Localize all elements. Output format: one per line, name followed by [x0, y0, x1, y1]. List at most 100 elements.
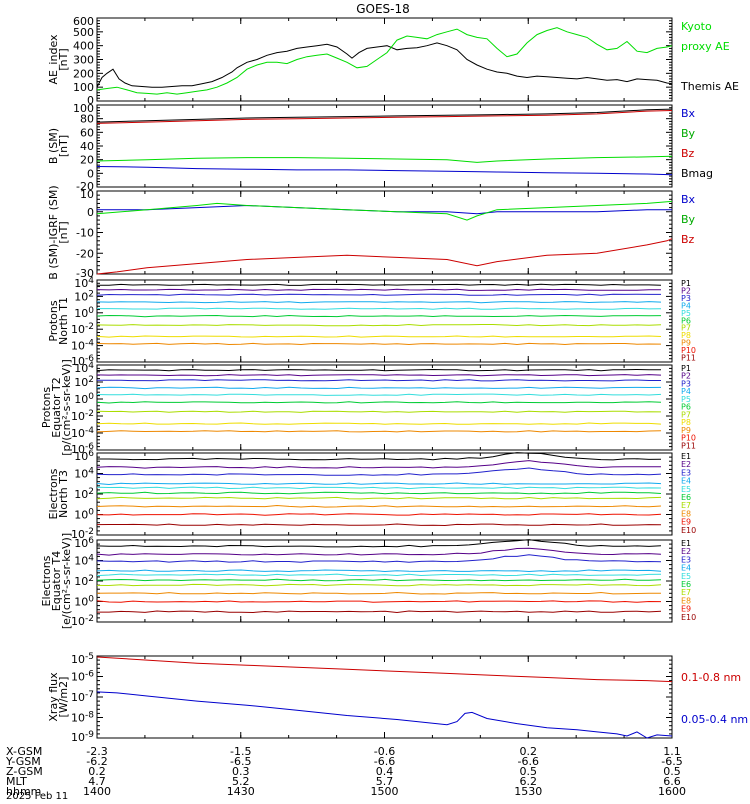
x-tick-value: 0.2: [88, 765, 106, 778]
y-axis-label: [nT]: [57, 48, 70, 70]
x-tick-value: 1530: [514, 785, 542, 798]
series-line-themis-ae: [96, 42, 673, 88]
x-tick-value: 0.4: [376, 765, 394, 778]
y-tick-label: -20: [76, 180, 94, 193]
channel-trace-p2: [96, 288, 662, 291]
y-axis-label: Xray flux: [47, 672, 60, 722]
legend-label: 0.1-0.8 nm: [681, 671, 741, 684]
x-tick-value: 4.7: [88, 775, 106, 788]
channel-trace-p8: [96, 422, 662, 425]
legend-label: E8: [681, 509, 691, 518]
legend-label: E2: [681, 547, 691, 556]
legend-label: E3: [681, 468, 691, 477]
legend-label: E8: [681, 596, 691, 605]
channel-trace-p8: [96, 335, 662, 338]
legend-label: P10: [681, 346, 696, 355]
y-tick-label: -20: [76, 247, 94, 260]
legend-label: By: [681, 213, 696, 226]
y-tick-label: 100: [74, 392, 94, 406]
channel-trace-e6: [96, 491, 662, 495]
legend-label: P10: [681, 434, 696, 443]
y-tick-label: 100: [73, 81, 94, 94]
legend-label: E10: [681, 613, 696, 622]
x-tick-value: -6.5: [661, 755, 682, 768]
legend-label: P2: [681, 286, 691, 295]
panel-frame: [96, 279, 673, 363]
x-tick-value: 1400: [83, 785, 111, 798]
y-axis-label: Electrons: [47, 468, 60, 519]
y-tick-label: 10-5: [71, 652, 94, 666]
y-axis-label: Electrons: [40, 555, 53, 606]
legend-label: P4: [681, 301, 691, 310]
y-tick-label: 0: [87, 206, 94, 219]
y-tick-label: 10-8: [71, 711, 94, 725]
y-axis-label: Equator T4: [50, 551, 63, 611]
y-tick-label: 60: [80, 126, 94, 139]
y-tick-label: 10-6: [71, 354, 94, 368]
legend-label: P11: [681, 441, 696, 450]
y-axis-label: [nT]: [57, 221, 70, 243]
x-tick-value: 1.1: [663, 745, 681, 758]
legend-label: P3: [681, 294, 691, 303]
y-tick-label: 500: [73, 26, 94, 39]
y-tick-label: 10-2: [71, 322, 94, 336]
x-tick-value: 0.2: [520, 745, 538, 758]
y-axis-label: Protons: [40, 387, 53, 428]
legend-label: E7: [681, 588, 691, 597]
y-tick-label: 10-2: [71, 409, 94, 423]
y-tick-label: 10-4: [71, 339, 94, 353]
y-tick-label: 200: [73, 67, 94, 80]
channel-trace-p5: [96, 393, 662, 396]
legend-label: Kyoto: [681, 20, 712, 33]
legend-label: E5: [681, 572, 691, 581]
y-axis-label: North T3: [57, 470, 70, 518]
legend-label: E9: [681, 605, 691, 614]
channel-trace-e10: [96, 523, 662, 527]
series-line-bx: [97, 204, 672, 215]
plot-title: GOES-18: [356, 2, 410, 16]
y-tick-label: 106: [74, 449, 94, 463]
legend-label: E1: [681, 452, 691, 461]
y-axis-label: [W/m2]: [57, 677, 70, 718]
legend-label: P7: [681, 324, 691, 333]
y-tick-label: 104: [74, 554, 94, 568]
y-tick-label: 20: [80, 154, 94, 167]
y-tick-label: 10-2: [71, 527, 94, 541]
channel-trace-p4: [96, 386, 662, 390]
legend-label: E6: [681, 580, 691, 589]
legend-label: P5: [681, 309, 691, 318]
channel-trace-p2: [96, 374, 662, 377]
axis-row-label: X-GSM: [6, 745, 42, 758]
channel-trace-p5: [97, 307, 662, 310]
channel-trace-e3: [96, 554, 662, 563]
channel-trace-e10: [97, 610, 662, 614]
y-tick-label: 0: [87, 94, 94, 107]
panel-frame: [96, 655, 673, 739]
panel-frame: [96, 539, 673, 623]
legend-label: E5: [681, 485, 691, 494]
y-axis-label: [p/(cm²-s-sr-keV)]: [60, 359, 73, 456]
axis-row-label: hhmm: [6, 785, 41, 798]
y-tick-label: 400: [73, 40, 94, 53]
legend-label: By: [681, 127, 696, 140]
legend-label: Bz: [681, 233, 695, 246]
legend-label: E4: [681, 564, 691, 573]
y-tick-label: 10-6: [71, 442, 94, 456]
channel-trace-p1: [96, 368, 662, 372]
x-tick-value: 1430: [227, 785, 255, 798]
y-tick-label: 106: [74, 536, 94, 550]
channel-trace-p1: [96, 283, 662, 286]
x-tick-value: 6.6: [663, 775, 681, 788]
panel-db: 10 0 -10 -20 -30 B (SM)-IGRF (SM)[nT] Bx By Bz: [47, 185, 696, 280]
x-tick-value: 1500: [371, 785, 399, 798]
channel-trace-e2: [96, 460, 662, 469]
y-tick-label: 100: [73, 102, 94, 115]
y-axis-label: [e/(cm²-s-sr-keV)]: [60, 533, 73, 629]
y-tick-label: 40: [80, 140, 94, 153]
